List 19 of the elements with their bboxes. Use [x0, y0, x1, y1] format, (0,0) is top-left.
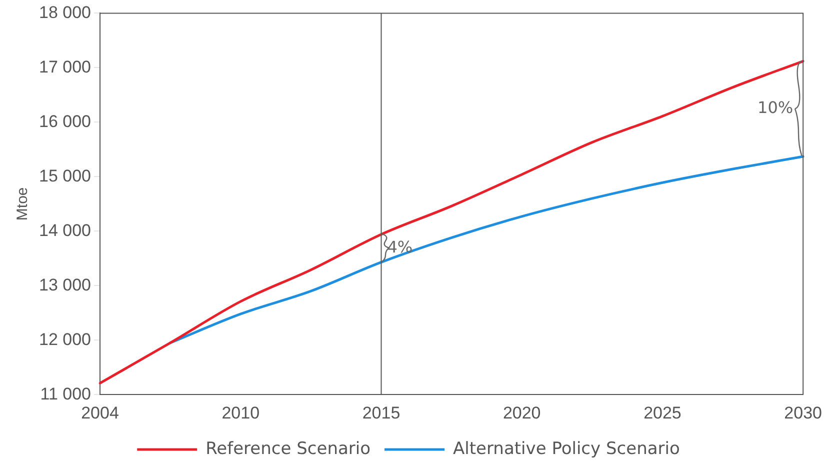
y-tick-label: 18 000: [38, 2, 91, 22]
annotation: 4%: [387, 237, 413, 256]
y-tick-label: 14 000: [38, 220, 91, 240]
annotation: 10%: [758, 98, 794, 117]
y-tick-label: 16 000: [38, 112, 91, 131]
y-tick-label: 11 000: [40, 384, 91, 404]
x-tick-label: 2010: [222, 403, 260, 422]
y-tick-label: 13 000: [38, 275, 91, 294]
x-tick-label: 2025: [644, 403, 682, 422]
y-tick-label: 12 000: [38, 330, 91, 349]
x-tick-label: 2030: [784, 403, 822, 422]
x-tick-label: 2015: [362, 403, 400, 422]
y-axis-title: Mtoe: [14, 187, 32, 221]
x-tick-label: 2020: [502, 403, 541, 422]
x-tick-label: 2004: [81, 403, 119, 422]
legend-label: Reference Scenario: [206, 438, 371, 459]
legend-label: Alternative Policy Scenario: [453, 438, 680, 459]
y-tick-label: 15 000: [38, 166, 91, 186]
y-tick-label: 17 000: [38, 57, 91, 76]
